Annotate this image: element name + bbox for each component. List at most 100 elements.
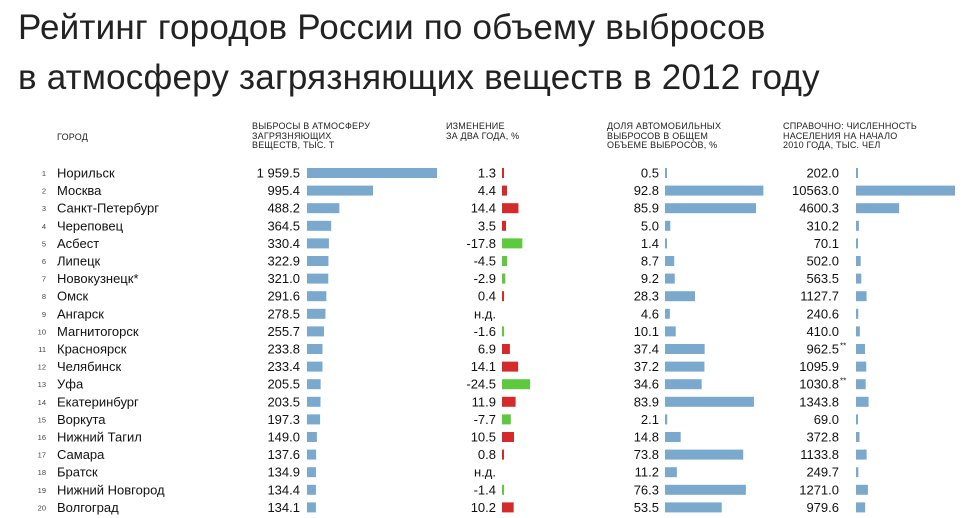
population-value: 1271.0 (799, 482, 839, 497)
auto-share-value: 34.6 (634, 377, 659, 392)
rank-label: 1 (42, 169, 46, 178)
change-bar (502, 238, 523, 249)
emissions-value: 134.4 (267, 482, 300, 497)
header-city: ГОРОД (57, 132, 89, 142)
city-label: Липецк (57, 254, 101, 269)
population-bar (856, 396, 869, 407)
city-label: Братск (57, 465, 98, 480)
emissions-bar (307, 467, 316, 478)
change-bar (502, 203, 519, 214)
emissions-value: 233.4 (267, 359, 300, 374)
city-label: Красноярск (57, 342, 127, 357)
population-value: 240.6 (806, 306, 839, 321)
emissions-value: 233.8 (267, 342, 300, 357)
emissions-value: 330.4 (267, 236, 300, 251)
auto-share-value: 73.8 (634, 447, 659, 462)
change-bar (502, 256, 508, 266)
population-value: 1343.8 (799, 394, 839, 409)
change-bar (502, 449, 504, 460)
population-value: 372.8 (806, 430, 839, 445)
city-label: Череповец (57, 218, 124, 233)
change-value: -17.8 (466, 236, 496, 251)
auto-share-value: 37.4 (634, 342, 659, 357)
rank-label: 20 (38, 503, 46, 512)
auto-share-value: 1.4 (641, 236, 659, 251)
change-value: 10.5 (471, 430, 496, 445)
city-label: Магнитогорск (57, 324, 139, 339)
change-value: 14.4 (471, 201, 496, 216)
emissions-value: 488.2 (267, 201, 300, 216)
auto-share-bar (665, 185, 764, 196)
rank-label: 12 (38, 363, 46, 372)
rank-label: 3 (42, 204, 46, 213)
chart-title-line-2: в атмосферу загрязняющих веществ в 2012 … (18, 58, 820, 97)
population-bar (856, 308, 859, 319)
emissions-bar (307, 168, 437, 178)
change-bar (502, 168, 504, 178)
population-bar (856, 449, 867, 460)
change-bar (502, 379, 530, 390)
population-value: 1095.9 (799, 359, 839, 374)
population-value: 1127.7 (800, 289, 839, 304)
population-bar (856, 432, 860, 442)
population-bar (856, 291, 867, 302)
change-value: -1.6 (474, 324, 496, 339)
city-label: Омск (57, 289, 89, 304)
emissions-value: 364.5 (267, 218, 300, 233)
emissions-value: 321.0 (267, 271, 300, 286)
rank-label: 2 (42, 187, 46, 196)
emissions-value: 137.6 (267, 447, 300, 462)
auto-share-value: 76.3 (634, 482, 659, 497)
population-bar (856, 203, 900, 214)
rank-label: 5 (42, 239, 46, 248)
auto-share-bar (665, 379, 702, 390)
change-value: 0.4 (478, 289, 496, 304)
change-value: 0.8 (478, 447, 496, 462)
population-bar (856, 273, 862, 284)
emissions-value: 149.0 (267, 430, 300, 445)
auto-share-value: 37.2 (634, 359, 659, 374)
rank-label: 10 (38, 327, 46, 336)
header-emissions: ВЫБРОСЫ В АТМОСФЕРУ ЗАГРЯЗНЯЮЩИХ ВЕЩЕСТВ… (252, 121, 371, 150)
population-value: 502.0 (806, 254, 839, 269)
rank-label: 15 (38, 415, 46, 424)
auto-share-bar (665, 203, 757, 214)
change-value: 6.9 (478, 342, 496, 357)
change-value: 4.4 (478, 183, 496, 198)
emissions-bar (307, 502, 316, 513)
population-bar (856, 185, 955, 196)
emissions-bar (307, 256, 329, 266)
emissions-value: 995.4 (267, 183, 300, 198)
header-population: СПРАВОЧНО: ЧИСЛЕННОСТЬ НАСЕЛЕНИЯ НА НАЧА… (783, 121, 917, 150)
emissions-bar (307, 396, 321, 407)
auto-share-bar (665, 220, 671, 231)
emissions-bar (307, 484, 316, 495)
emissions-bar (307, 432, 317, 442)
emissions-bar (307, 238, 329, 249)
population-value: 4600.3 (799, 201, 839, 216)
city-label: Москва (57, 183, 102, 198)
change-bar (502, 185, 508, 196)
population-footnote-mark: ** (840, 377, 846, 386)
population-value: 979.6 (806, 500, 839, 515)
population-bar (856, 414, 858, 425)
population-value: 1133.8 (800, 447, 839, 462)
change-value: -24.5 (466, 377, 496, 392)
rank-label: 6 (42, 257, 46, 266)
change-value: 14.1 (471, 359, 496, 374)
population-bar (856, 379, 866, 390)
auto-share-bar (665, 361, 705, 372)
change-bar (502, 344, 510, 354)
emissions-bar (307, 220, 332, 231)
population-value: 69.0 (814, 412, 839, 427)
emissions-value: 255.7 (267, 324, 300, 339)
rank-label: 11 (38, 345, 46, 354)
change-value: -2.9 (474, 271, 496, 286)
change-bar (502, 414, 511, 425)
emissions-bar (307, 203, 340, 214)
population-value: 962.5 (806, 342, 839, 357)
auto-share-value: 83.9 (634, 394, 659, 409)
population-bar (856, 361, 867, 372)
city-label: Санкт-Петербург (57, 201, 159, 216)
